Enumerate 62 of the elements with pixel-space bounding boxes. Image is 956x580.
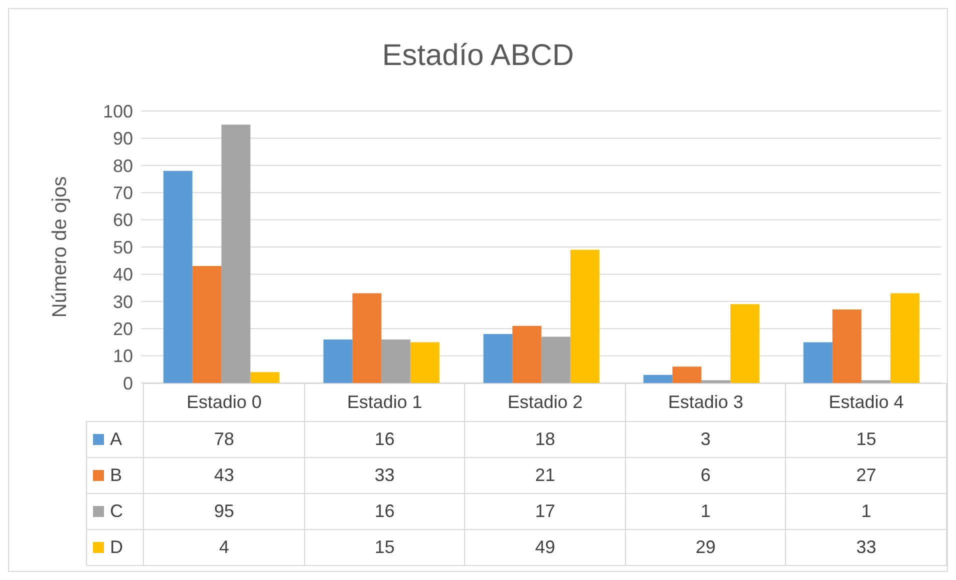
bar: [512, 326, 542, 383]
bar: [192, 266, 222, 383]
bar: [861, 380, 890, 383]
y-tick-label: 50: [112, 237, 133, 258]
bar: [570, 250, 600, 383]
bar: [352, 293, 382, 383]
data-label: 18: [464, 422, 626, 458]
x-tick-label: Estadio 1: [304, 384, 465, 422]
bar: [381, 339, 410, 383]
bar: [483, 334, 512, 383]
bar: [541, 336, 570, 383]
bar: [250, 372, 280, 383]
chart-title: Estadío ABCD: [381, 39, 575, 73]
y-tick-label: 30: [112, 292, 133, 312]
bar: [323, 339, 352, 383]
y-tick-label: 40: [112, 264, 133, 285]
data-label: 33: [786, 530, 946, 566]
data-label: 3: [625, 422, 786, 458]
bar: [163, 170, 192, 383]
data-label: 43: [144, 458, 304, 494]
x-tick-label: Estadio 2: [464, 384, 626, 422]
y-tick-label: 60: [112, 210, 133, 230]
y-tick-label: 0: [122, 373, 133, 394]
legend-label: A: [86, 422, 144, 458]
data-label: 16: [304, 494, 465, 530]
legend-label: B: [86, 458, 144, 494]
bar: [890, 293, 920, 383]
data-label: 15: [786, 422, 946, 458]
legend-label: D: [86, 530, 144, 566]
x-tick-label: Estadio 0: [144, 384, 304, 422]
bar: [221, 124, 250, 383]
data-label: 78: [144, 422, 304, 458]
data-label: 4: [144, 530, 304, 566]
data-label: 95: [144, 494, 304, 530]
x-tick-label: Estadio 4: [786, 384, 946, 422]
data-label: 1: [786, 494, 946, 530]
data-label: 1: [625, 494, 786, 530]
bar: [832, 310, 862, 383]
bar: [672, 366, 702, 383]
data-label: 29: [625, 530, 786, 566]
data-label: 33: [304, 458, 465, 494]
y-tick-label: 90: [112, 128, 133, 149]
y-tick-label: 10: [112, 346, 133, 366]
legend-label: C: [86, 494, 144, 530]
data-label: 6: [625, 458, 786, 494]
y-tick-label: 20: [112, 318, 133, 339]
y-tick-label: 70: [112, 182, 133, 203]
bar: [643, 374, 672, 383]
x-tick-label: Estadio 3: [625, 384, 786, 422]
data-label: 15: [304, 530, 465, 566]
bar: [803, 342, 832, 383]
y-tick-label: 80: [112, 156, 133, 176]
bar: [410, 342, 440, 383]
bar: [701, 380, 730, 383]
data-label: 21: [464, 458, 626, 494]
data-label: 27: [786, 458, 946, 494]
data-label: 49: [464, 530, 626, 566]
data-label: 17: [464, 494, 626, 530]
y-axis-title: Número de ojos: [49, 176, 72, 318]
y-tick-label: 100: [102, 101, 133, 122]
bar: [730, 304, 760, 383]
data-label: 16: [304, 422, 465, 458]
